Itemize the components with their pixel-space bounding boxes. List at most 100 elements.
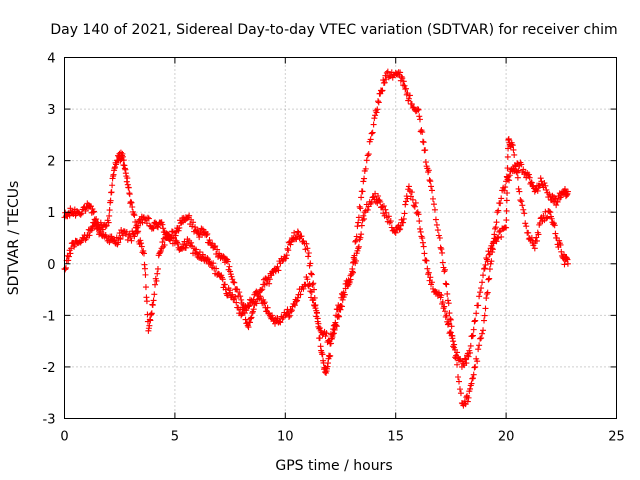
trace-b-point [194,226,201,233]
trace-b-point [67,250,74,257]
x-tick-label: 5 [171,430,179,445]
trace-a-point [455,373,462,380]
trace-a-point [365,151,372,158]
trace-b-point [143,298,150,305]
trace-b-point [441,303,448,310]
trace-b-point [346,279,353,286]
trace-a-point [227,287,234,294]
trace-b-point [308,270,315,277]
trace-a-point [370,121,377,128]
trace-b-point [231,279,238,286]
trace-a-point [294,294,301,301]
trace-b-point [480,272,487,279]
trace-b-point [106,207,113,214]
y-tick-label: 3 [47,103,55,118]
trace-b-point [400,215,407,222]
trace-b-point [331,322,338,329]
y-axis-ticks: -3 -2 -1 0 1 2 3 4 [43,52,617,428]
trace-a-point [398,73,405,80]
trace-b-point [106,212,113,219]
trace-b-point [275,267,282,274]
trace-b-point [131,212,138,219]
trace-a-point [362,165,369,172]
trace-b-point [415,211,422,218]
trace-b-point [510,146,517,153]
trace-b-point [244,322,251,329]
trace-a-point [467,385,474,392]
trace-a-point [437,244,444,251]
trace-b-point [477,289,484,296]
trace-b-point [341,291,348,298]
trace-b-point [294,228,301,235]
trace-b-point [405,183,412,190]
trace-b-point [473,310,480,317]
trace-b-point [521,210,528,217]
trace-b-point [484,258,491,265]
trace-a-point [528,179,535,186]
trace-b-point [498,233,505,240]
trace-b-point [503,207,510,214]
trace-a-point [127,235,134,241]
trace-b-point [442,308,449,315]
trace-a-point [288,307,295,314]
trace-a-point [455,378,462,385]
trace-b-point [412,199,419,206]
trace-a-point [415,106,422,113]
trace-b-point [274,263,281,270]
trace-a-point [149,224,156,231]
trace-b-point [146,322,153,329]
trace-b-point [152,281,159,288]
trace-b-point [154,270,161,277]
trace-a-point [416,116,423,123]
trace-a-point [336,313,343,320]
data-points [61,68,571,409]
trace-b-point [336,303,343,310]
trace-a-point [472,363,479,370]
trace-a-point [420,139,427,146]
trace-b-point [481,265,488,272]
trace-b-point [246,319,253,326]
trace-b-point [400,219,407,226]
trace-b-point [416,225,423,232]
trace-b-point [504,174,511,181]
trace-b-point [422,257,429,264]
trace-b-point [347,276,354,283]
trace-a-point [448,323,455,330]
trace-a-point [360,178,367,185]
trace-a-point [431,206,438,213]
trace-a-point [381,79,388,86]
trace-b-point [206,236,213,243]
trace-a-point [429,195,436,202]
trace-b-point [149,302,156,309]
trace-b-point [107,197,114,204]
trace-b-point [138,243,145,250]
trace-b-point [109,182,116,189]
trace-a-point [443,281,450,288]
trace-b-point [522,220,529,227]
trace-b-point [327,340,334,347]
trace-a-point [422,147,429,154]
trace-a-point [323,330,330,337]
trace-b-point [377,198,384,205]
trace-a-point [374,106,381,113]
trace-a-point [478,335,485,342]
trace-a-point [302,281,309,288]
trace-b-point [548,215,555,222]
trace-b-point [547,209,554,216]
y-tick-label: 0 [47,258,55,273]
trace-b-point [319,351,326,358]
trace-a-point [457,390,464,397]
trace-b-point [86,232,93,239]
trace-b-point [229,276,236,283]
trace-a-point [355,214,362,221]
trace-b-point [311,294,318,301]
trace-a-point [271,320,278,327]
trace-b-point [119,153,126,160]
trace-b-point [186,212,193,219]
trace-b-point [304,245,311,252]
trace-a-point [219,276,226,283]
trace-a-point [160,225,167,232]
trace-b-point [214,246,221,253]
trace-b-point [249,310,256,317]
